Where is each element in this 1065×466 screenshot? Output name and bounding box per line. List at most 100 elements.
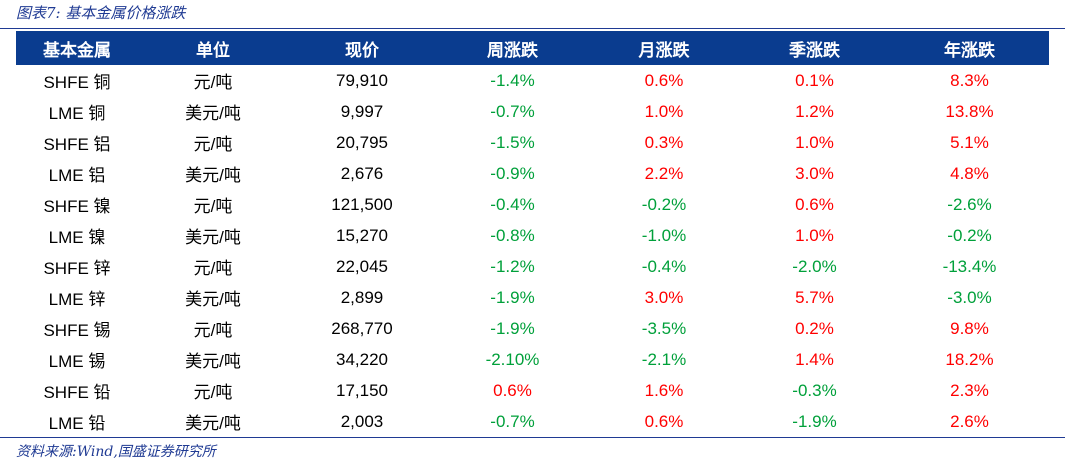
quarterly-change-cell: -2.0% — [792, 256, 837, 276]
table-row: LME 锡 美元/吨 34,220 -2.10% -2.1% 1.4% 18.2% — [16, 344, 1049, 375]
metal-name-cell: SHFE 镍 — [43, 197, 111, 216]
unit-cell: 美元/吨 — [185, 290, 241, 309]
quarterly-change-cell: 3.0% — [795, 163, 834, 183]
table-row: SHFE 铜 元/吨 79,910 -1.4% 0.6% 0.1% 8.3% — [16, 65, 1049, 96]
monthly-change-cell: 0.6% — [644, 411, 684, 431]
monthly-change-cell: -2.1% — [641, 349, 687, 369]
weekly-change-cell: -1.9% — [490, 318, 535, 338]
weekly-change-cell: -0.9% — [490, 163, 535, 183]
table-row: SHFE 锌 元/吨 22,045 -1.2% -0.4% -2.0% -13.4% — [16, 251, 1049, 282]
metal-name-cell: LME 铝 — [48, 166, 106, 185]
unit-cell: 元/吨 — [193, 321, 233, 340]
unit-cell: 元/吨 — [193, 383, 233, 402]
table-row: SHFE 铅 元/吨 17,150 0.6% 1.6% -0.3% 2.3% — [16, 375, 1049, 406]
header-metal: 基本金属 — [16, 31, 138, 65]
price-cell: 34,220 — [336, 349, 388, 369]
monthly-change-cell: 0.3% — [644, 132, 684, 152]
unit-cell: 美元/吨 — [185, 414, 241, 433]
unit-cell: 美元/吨 — [185, 166, 241, 185]
price-cell: 15,270 — [336, 225, 388, 245]
weekly-change-cell: -1.4% — [490, 70, 535, 90]
price-cell: 17,150 — [336, 380, 388, 400]
price-cell: 268,770 — [331, 318, 393, 338]
yearly-change-cell: 13.8% — [945, 101, 994, 121]
metal-name-cell: SHFE 锌 — [43, 259, 111, 278]
metal-name-cell: SHFE 铝 — [43, 135, 111, 154]
source-note: 资料来源:Wind,国盛证券研究所 — [16, 444, 216, 460]
table-row: LME 镍 美元/吨 15,270 -0.8% -1.0% 1.0% -0.2% — [16, 220, 1049, 251]
top-divider — [0, 28, 1065, 29]
quarterly-change-cell: 0.1% — [795, 70, 834, 90]
unit-cell: 元/吨 — [193, 73, 233, 92]
weekly-change-cell: -0.7% — [490, 101, 535, 121]
bottom-divider — [0, 437, 1065, 438]
monthly-change-cell: -0.2% — [641, 194, 687, 214]
table-body: SHFE 铜元/吨 79,910 -1.4% 0.6% 0.1% 8.3% LME 铜美元/… — [16, 65, 1049, 437]
quarterly-change-cell: 0.2% — [795, 318, 834, 338]
yearly-change-cell: 2.6% — [950, 411, 989, 431]
header-yearly-change: 年涨跌 — [890, 31, 1049, 65]
figure-caption: 图表7: 基本金属价格涨跌 — [16, 4, 186, 22]
yearly-change-cell: -13.4% — [942, 256, 997, 276]
weekly-change-cell: -0.8% — [490, 225, 535, 245]
quarterly-change-cell: 1.0% — [795, 132, 834, 152]
weekly-change-cell: 0.6% — [493, 380, 532, 400]
header-weekly-change: 周涨跌 — [436, 31, 589, 65]
metal-name-cell: SHFE 铜 — [43, 73, 111, 92]
yearly-change-cell: 4.8% — [950, 163, 989, 183]
yearly-change-cell: 18.2% — [945, 349, 994, 369]
quarterly-change-cell: -0.3% — [792, 380, 837, 400]
yearly-change-cell: 8.3% — [950, 70, 989, 90]
table-row: LME 锌 美元/吨 2,899 -1.9% 3.0% 5.7% -3.0% — [16, 282, 1049, 313]
price-cell: 22,045 — [336, 256, 388, 276]
yearly-change-cell: -3.0% — [947, 287, 992, 307]
price-cell: 20,795 — [336, 132, 388, 152]
yearly-change-cell: -2.6% — [947, 194, 992, 214]
weekly-change-cell: -1.9% — [490, 287, 535, 307]
quarterly-change-cell: -1.9% — [792, 411, 837, 431]
monthly-change-cell: 1.0% — [644, 101, 684, 121]
yearly-change-cell: 5.1% — [950, 132, 989, 152]
metal-name-cell: LME 镍 — [48, 228, 106, 247]
monthly-change-cell: 2.2% — [644, 163, 684, 183]
yearly-change-cell: 9.8% — [950, 318, 989, 338]
header-monthly-change: 月涨跌 — [589, 31, 739, 65]
monthly-change-cell: 0.6% — [644, 70, 684, 90]
metal-name-cell: SHFE 铅 — [43, 383, 111, 402]
table-row: SHFE 铝 元/吨 20,795 -1.5% 0.3% 1.0% 5.1% — [16, 127, 1049, 158]
price-cell: 121,500 — [331, 194, 393, 214]
unit-cell: 美元/吨 — [185, 228, 241, 247]
price-cell: 2,676 — [340, 163, 384, 183]
unit-cell: 美元/吨 — [185, 104, 241, 123]
weekly-change-cell: -1.2% — [490, 256, 535, 276]
table-row: LME 铝 美元/吨 2,676 -0.9% 2.2% 3.0% 4.8% — [16, 158, 1049, 189]
metal-name-cell: LME 锡 — [48, 352, 106, 371]
monthly-change-cell: 1.6% — [644, 380, 684, 400]
metal-name-cell: LME 铅 — [48, 414, 106, 433]
metal-price-table: 基本金属 单位 现价 周涨跌 月涨跌 季涨跌 年涨跌 SHFE 铜元/吨 79,9… — [16, 31, 1049, 437]
table-row: SHFE 锡 元/吨 268,770 -1.9% -3.5% 0.2% 9.8% — [16, 313, 1049, 344]
monthly-change-cell: 3.0% — [644, 287, 684, 307]
weekly-change-cell: -2.10% — [485, 349, 540, 369]
unit-cell: 美元/吨 — [185, 352, 241, 371]
monthly-change-cell: -0.4% — [641, 256, 687, 276]
quarterly-change-cell: 5.7% — [795, 287, 834, 307]
table-row: SHFE 镍 元/吨 121,500 -0.4% -0.2% 0.6% -2.6% — [16, 189, 1049, 220]
table-header-row: 基本金属 单位 现价 周涨跌 月涨跌 季涨跌 年涨跌 — [16, 31, 1049, 65]
header-price: 现价 — [288, 31, 436, 65]
weekly-change-cell: -1.5% — [490, 132, 535, 152]
unit-cell: 元/吨 — [193, 197, 233, 216]
quarterly-change-cell: 1.4% — [795, 349, 834, 369]
quarterly-change-cell: 1.0% — [795, 225, 834, 245]
price-cell: 79,910 — [336, 70, 388, 90]
monthly-change-cell: -1.0% — [641, 225, 687, 245]
unit-cell: 元/吨 — [193, 259, 233, 278]
metal-name-cell: SHFE 锡 — [43, 321, 111, 340]
monthly-change-cell: -3.5% — [641, 318, 687, 338]
unit-cell: 元/吨 — [193, 135, 233, 154]
table-row: LME 铜 美元/吨 9,997 -0.7% 1.0% 1.2% 13.8% — [16, 96, 1049, 127]
price-cell: 2,899 — [340, 287, 384, 307]
quarterly-change-cell: 0.6% — [795, 194, 834, 214]
price-cell: 9,997 — [340, 101, 384, 121]
yearly-change-cell: -0.2% — [947, 225, 992, 245]
